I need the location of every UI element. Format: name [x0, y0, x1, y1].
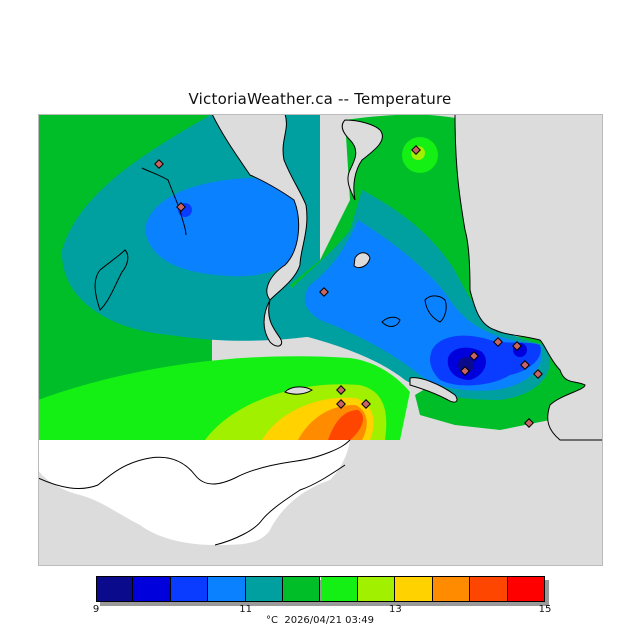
island-south-small: [284, 386, 313, 395]
legend-swatch: [96, 576, 134, 602]
temperature-spot-coldest: [458, 357, 474, 373]
station-marker[interactable]: [411, 145, 421, 155]
legend-tick-label: 11: [239, 604, 253, 615]
island-east-2: [381, 316, 401, 327]
land-island-north: [341, 119, 383, 201]
legend-frame: [96, 576, 545, 602]
legend-tick-label: 9: [92, 604, 100, 615]
legend-swatch: [470, 576, 508, 602]
legend-swatch: [283, 576, 321, 602]
legend-swatch: [395, 576, 433, 602]
legend-swatch: [133, 576, 171, 602]
legend-timestamp: 2026/04/21 03:49: [284, 615, 374, 626]
coastline-south: [38, 439, 351, 489]
temperature-zone-blue-west: [145, 178, 305, 277]
legend-caption: °C 2026/04/21 03:49: [0, 615, 640, 626]
station-marker[interactable]: [154, 159, 164, 169]
station-marker[interactable]: [493, 337, 503, 347]
map-canvas: [38, 114, 603, 566]
temperature-map[interactable]: [38, 114, 603, 566]
legend-swatch: [320, 576, 358, 602]
no-data-area: [38, 440, 350, 545]
station-marker[interactable]: [176, 202, 186, 212]
legend-swatch: [245, 576, 284, 602]
temperature-zone-redorange: [328, 410, 364, 440]
station-marker[interactable]: [520, 360, 530, 370]
legend-swatch: [357, 576, 396, 602]
legend-swatch: [170, 576, 209, 602]
station-marker[interactable]: [512, 341, 522, 351]
legend-swatch: [208, 576, 246, 602]
station-marker[interactable]: [524, 418, 534, 428]
station-marker[interactable]: [533, 369, 543, 379]
station-marker[interactable]: [319, 287, 329, 297]
legend-swatch: [432, 576, 471, 602]
map-title: VictoriaWeather.ca -- Temperature: [188, 90, 452, 108]
land-mainland-east: [454, 114, 603, 441]
stream-north: [141, 167, 187, 236]
map-border: [38, 114, 603, 566]
station-marker[interactable]: [460, 366, 470, 376]
station-marker[interactable]: [336, 399, 346, 409]
legend-unit: °C: [266, 615, 278, 626]
legend-tick-label: 13: [388, 604, 402, 615]
island-inlet-north: [353, 252, 371, 269]
color-legend: [96, 576, 545, 604]
island-east-1: [424, 295, 447, 323]
coastline-south-inner: [214, 464, 346, 546]
land-peninsula-center: [211, 114, 308, 347]
station-marker[interactable]: [336, 385, 346, 395]
legend-tick-label: 15: [538, 604, 552, 615]
island-west: [94, 249, 129, 311]
station-marker[interactable]: [469, 351, 479, 361]
island-spit: [409, 377, 458, 403]
station-marker[interactable]: [361, 399, 371, 409]
station-markers: [154, 145, 543, 428]
